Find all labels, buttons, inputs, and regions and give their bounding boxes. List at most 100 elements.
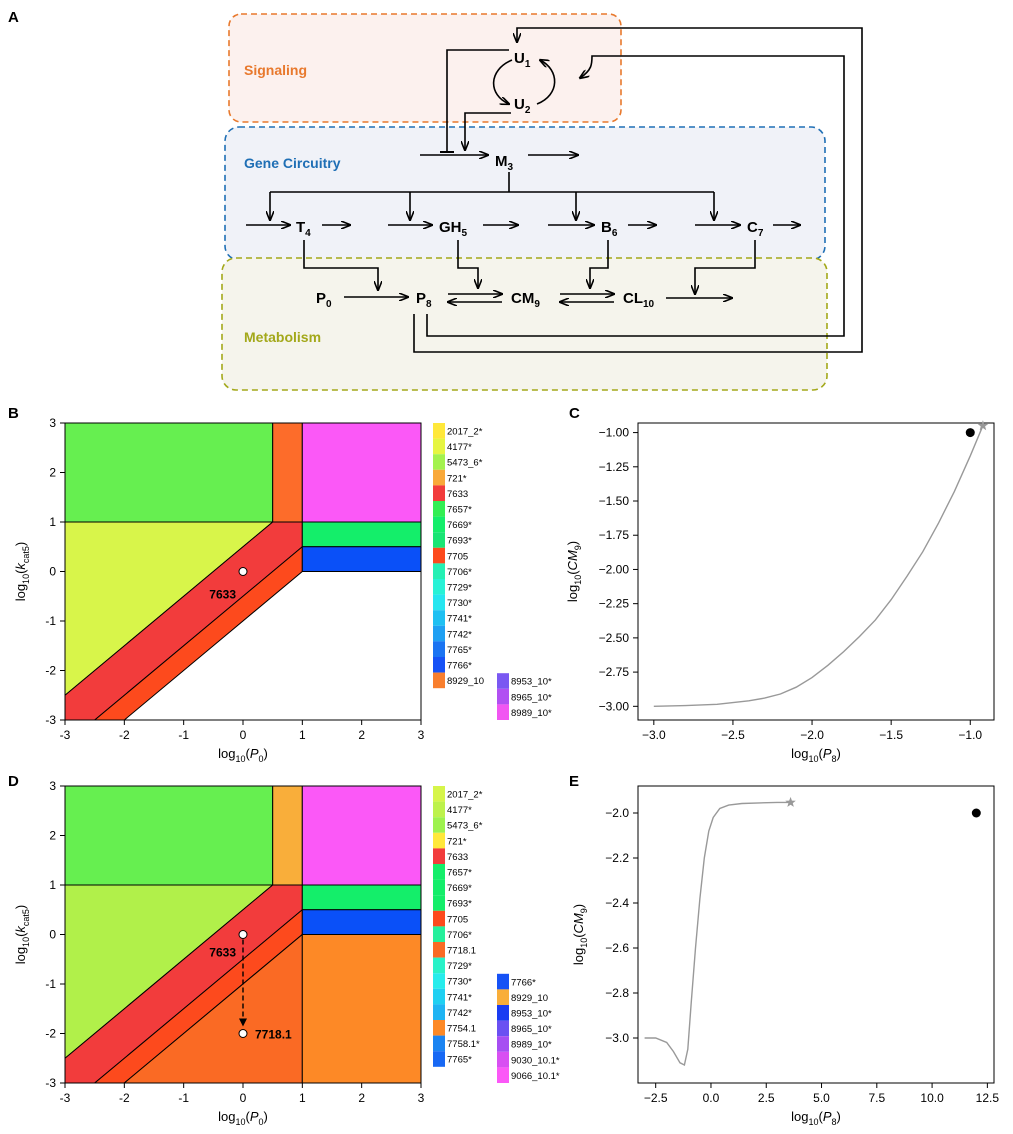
y-tick-label: −1.75 — [599, 528, 630, 542]
legend2-swatch — [497, 1051, 509, 1068]
x-tick-label: -2 — [119, 1091, 130, 1105]
y-tick-label: −1.00 — [599, 426, 630, 440]
x-tick-label: −3.0 — [642, 728, 666, 742]
y-tick-label: -2 — [45, 664, 56, 678]
region-8929-10 — [272, 785, 303, 886]
region-7705 — [272, 422, 303, 523]
legend-swatch — [433, 942, 445, 958]
edge-gh5-catalysis — [457, 240, 478, 288]
y-axis-label: log10(kcat5) — [13, 542, 31, 602]
legend-label: 721* — [447, 473, 467, 484]
edge-p8-u1-feedback — [426, 55, 845, 337]
y-tick-label: 3 — [49, 779, 56, 793]
trajectory-line — [644, 801, 791, 1067]
region-7754-1 — [301, 934, 422, 1084]
y-tick-label: 2 — [49, 466, 56, 480]
y-tick-label: 0 — [49, 565, 56, 579]
legend-swatch — [433, 786, 445, 802]
legend2-swatch — [497, 1005, 509, 1021]
trajectory-line — [653, 425, 984, 707]
legend2-label: 9066_10.1* — [511, 1071, 560, 1082]
legend-swatch — [433, 973, 445, 989]
x-tick-label: -1 — [178, 1091, 189, 1105]
legend-label: 2017_2* — [447, 427, 483, 438]
legend-label: 7754.1 — [447, 1024, 476, 1035]
y-tick-label: −3.0 — [605, 1031, 629, 1045]
legend-swatch — [433, 501, 445, 517]
legend-label: 5473_6* — [447, 458, 483, 469]
gene-circuitry-group-box — [224, 126, 826, 261]
x-tick-label: −2.0 — [800, 728, 824, 742]
legend-swatch — [433, 801, 445, 818]
legend-label: 7705 — [447, 914, 468, 925]
node-cm9: CM9 — [511, 290, 540, 310]
metabolism-label: Metabolism — [244, 329, 321, 345]
x-tick-label: 2 — [358, 728, 365, 742]
y-tick-label: -3 — [45, 1076, 56, 1090]
legend-swatch — [433, 848, 445, 864]
chart-e-trajectory: −2.5 0.0 2.5 5.0 7.5 10.0 12.5 −2.0 −2.2 −2.4 −2.6… — [571, 785, 999, 1127]
node-p0: P0 — [316, 290, 332, 310]
node-u2: U2 — [514, 96, 531, 116]
legend-label: 721* — [447, 836, 467, 847]
legend-swatch — [433, 485, 445, 501]
legend-label: 7730* — [447, 977, 472, 988]
legend2-label: 8989_10* — [511, 1040, 552, 1051]
edge-u2-m3 — [465, 112, 511, 150]
legend2-label: 8929_10 — [511, 993, 548, 1004]
legend-label: 7657* — [447, 868, 472, 879]
y-tick-label: 2 — [49, 829, 56, 843]
end-star-marker — [977, 420, 989, 431]
node-u1: U1 — [514, 50, 531, 70]
x-tick-label: 3 — [418, 728, 425, 742]
legend-swatch — [433, 1035, 445, 1052]
legend2-label: 8953_10* — [511, 1009, 552, 1020]
x-tick-label: 2 — [358, 1091, 365, 1105]
y-axis-label: log10(kcat5) — [13, 905, 31, 965]
y-tick-label: 1 — [49, 878, 56, 892]
legend-swatch — [433, 563, 445, 579]
legend2-swatch — [497, 1020, 509, 1037]
legend-swatch — [433, 817, 445, 833]
end-star-marker — [785, 796, 796, 807]
legend-label: 7669* — [447, 520, 472, 531]
panel-label-a: A — [8, 9, 19, 26]
edge-b6-catalysis — [590, 240, 609, 288]
node-gh5: GH5 — [439, 219, 468, 239]
plot-frame — [637, 785, 995, 1084]
legend2-label: 8953_10* — [511, 677, 552, 688]
region-7766- — [301, 909, 422, 935]
legend2-label: 7766* — [511, 977, 536, 988]
x-tick-label: −2.5 — [644, 1091, 668, 1105]
x-tick-label: 0.0 — [703, 1091, 720, 1105]
steady-state-dot — [965, 428, 975, 438]
y-tick-label: −2.0 — [605, 806, 629, 820]
legend-swatch — [433, 895, 445, 911]
node-t4: T4 — [296, 219, 311, 239]
y-tick-label: −2.6 — [605, 941, 629, 955]
y-tick-label: 3 — [49, 416, 56, 430]
panel-label-b: B — [8, 405, 19, 422]
y-tick-label: −3.00 — [599, 699, 630, 713]
legend-swatch — [433, 641, 445, 657]
regime-label-2: 7718.1 — [255, 1028, 292, 1042]
legend-swatch — [433, 988, 445, 1005]
x-tick-label: 5.0 — [813, 1091, 830, 1105]
x-tick-label: 1 — [299, 1091, 306, 1105]
legend-label: 7669* — [447, 883, 472, 894]
panel-label-c: C — [569, 405, 580, 422]
legend-label: 8929_10 — [447, 676, 484, 687]
steady-state-dot — [971, 808, 981, 818]
legend-label: 7633 — [447, 852, 468, 863]
regime-marker-2 — [238, 1029, 248, 1038]
legend2-swatch — [497, 688, 509, 705]
y-tick-label: -1 — [45, 614, 56, 628]
signaling-group-box — [228, 13, 622, 123]
legend-label: 7705 — [447, 551, 468, 562]
panel-label-e: E — [569, 773, 579, 790]
x-tick-label: 3 — [418, 1091, 425, 1105]
legend2-swatch — [497, 704, 509, 720]
regime-label: 7633 — [209, 588, 236, 602]
panel-label-d: D — [8, 773, 19, 790]
